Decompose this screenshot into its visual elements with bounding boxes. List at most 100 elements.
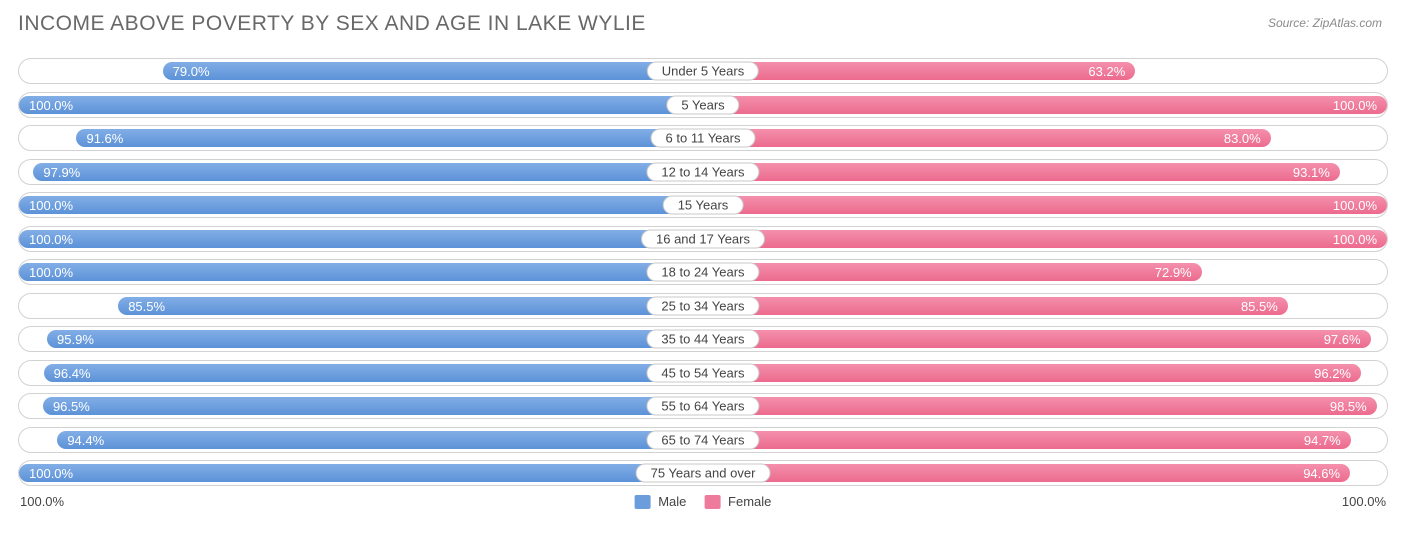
chart-row: 96.4% 96.2% 45 to 54 Years	[18, 360, 1388, 386]
male-half: 100.0%	[19, 93, 703, 117]
female-value-label: 98.5%	[1330, 397, 1367, 417]
female-half: 96.2%	[703, 361, 1387, 385]
female-value-label: 85.5%	[1241, 297, 1278, 317]
female-half: 94.6%	[703, 461, 1387, 485]
chart-row: 100.0% 72.9%18 to 24 Years	[18, 259, 1388, 285]
female-value-label: 63.2%	[1088, 62, 1125, 82]
age-label: 25 to 34 Years	[646, 296, 759, 315]
male-value-label: 96.5%	[53, 397, 90, 417]
female-value-label: 100.0%	[1333, 196, 1377, 216]
female-half: 63.2%	[703, 59, 1387, 83]
diverging-bar-chart: 79.0%63.2%Under 5 Years100.0%100.0%5 Yea…	[18, 58, 1388, 486]
axis-tick-right: 100.0%	[1342, 494, 1386, 509]
axis-tick-left: 100.0%	[20, 494, 64, 509]
chart-title: INCOME ABOVE POVERTY BY SEX AND AGE IN L…	[18, 12, 1388, 36]
male-value-label: 95.9%	[57, 330, 94, 350]
male-half: 95.9%	[19, 327, 703, 351]
male-bar: 100.0%	[19, 263, 703, 281]
male-bar: 91.6%	[76, 129, 703, 147]
age-label: 12 to 14 Years	[646, 162, 759, 181]
female-bar: 93.1%	[703, 163, 1340, 181]
male-bar: 96.5%	[43, 397, 703, 415]
female-value-label: 94.6%	[1303, 464, 1340, 484]
legend-label-female: Female	[728, 494, 771, 509]
age-label: 75 Years and over	[636, 464, 771, 483]
male-bar: 100.0%	[19, 196, 703, 214]
male-half: 79.0%	[19, 59, 703, 83]
age-label: 65 to 74 Years	[646, 430, 759, 449]
age-label: 55 to 64 Years	[646, 397, 759, 416]
male-bar: 100.0%	[19, 96, 703, 114]
female-value-label: 100.0%	[1333, 230, 1377, 250]
female-bar: 94.7%	[703, 431, 1351, 449]
legend-swatch-male	[635, 495, 651, 509]
age-label: 15 Years	[663, 196, 744, 215]
male-half: 97.9%	[19, 160, 703, 184]
male-value-label: 100.0%	[29, 230, 73, 250]
x-axis: 100.0% 100.0% Male Female	[18, 494, 1388, 514]
female-bar: 100.0%	[703, 230, 1387, 248]
male-bar: 94.4%	[57, 431, 703, 449]
chart-row: 100.0%100.0%5 Years	[18, 92, 1388, 118]
female-bar: 100.0%	[703, 196, 1387, 214]
source-attribution: Source: ZipAtlas.com	[1268, 16, 1382, 30]
chart-row: 85.5% 85.5% 25 to 34 Years	[18, 293, 1388, 319]
male-half: 100.0%	[19, 260, 703, 284]
male-half: 94.4%	[19, 428, 703, 452]
male-bar: 100.0%	[19, 230, 703, 248]
age-label: 18 to 24 Years	[646, 263, 759, 282]
male-bar: 95.9%	[47, 330, 703, 348]
chart-row: 97.9% 93.1% 12 to 14 Years	[18, 159, 1388, 185]
legend: Male Female	[635, 494, 772, 510]
female-value-label: 94.7%	[1304, 431, 1341, 451]
chart-row: 79.0% 63.2% Under 5 Years	[18, 58, 1388, 84]
male-bar: 85.5%	[118, 297, 703, 315]
age-label: Under 5 Years	[647, 62, 759, 81]
female-half: 98.5%	[703, 394, 1387, 418]
legend-item-female: Female	[704, 494, 771, 510]
female-half: 83.0%	[703, 126, 1387, 150]
female-half: 100.0%	[703, 93, 1387, 117]
female-bar: 72.9%	[703, 263, 1202, 281]
female-value-label: 96.2%	[1314, 364, 1351, 384]
male-bar: 96.4%	[44, 364, 703, 382]
age-label: 6 to 11 Years	[651, 129, 756, 148]
chart-container: INCOME ABOVE POVERTY BY SEX AND AGE IN L…	[0, 0, 1406, 559]
male-half: 100.0%	[19, 227, 703, 251]
female-half: 85.5%	[703, 294, 1387, 318]
male-value-label: 85.5%	[128, 297, 165, 317]
male-bar: 100.0%	[19, 464, 703, 482]
chart-row: 100.0% 100.0% 15 Years	[18, 192, 1388, 218]
female-bar: 94.6%	[703, 464, 1350, 482]
male-bar: 79.0%	[163, 62, 703, 80]
legend-label-male: Male	[658, 494, 686, 509]
male-half: 100.0%	[19, 193, 703, 217]
age-label: 45 to 54 Years	[646, 363, 759, 382]
chart-row: 95.9% 97.6% 35 to 44 Years	[18, 326, 1388, 352]
legend-swatch-female	[704, 495, 720, 509]
female-half: 72.9%	[703, 260, 1387, 284]
male-half: 96.5%	[19, 394, 703, 418]
male-value-label: 100.0%	[29, 196, 73, 216]
male-bar: 97.9%	[33, 163, 703, 181]
female-value-label: 100.0%	[1333, 96, 1377, 116]
male-value-label: 91.6%	[86, 129, 123, 149]
male-value-label: 100.0%	[29, 263, 73, 283]
male-value-label: 97.9%	[43, 163, 80, 183]
female-bar: 98.5%	[703, 397, 1377, 415]
female-value-label: 83.0%	[1224, 129, 1261, 149]
female-half: 100.0%	[703, 193, 1387, 217]
female-value-label: 93.1%	[1293, 163, 1330, 183]
male-value-label: 100.0%	[29, 464, 73, 484]
female-half: 93.1%	[703, 160, 1387, 184]
female-half: 100.0%	[703, 227, 1387, 251]
female-bar: 96.2%	[703, 364, 1361, 382]
age-label: 5 Years	[666, 95, 739, 114]
female-value-label: 97.6%	[1324, 330, 1361, 350]
age-label: 35 to 44 Years	[646, 330, 759, 349]
age-label: 16 and 17 Years	[641, 229, 765, 248]
chart-row: 100.0% 94.6% 75 Years and over	[18, 460, 1388, 486]
male-value-label: 94.4%	[67, 431, 104, 451]
chart-row: 94.4% 94.7% 65 to 74 Years	[18, 427, 1388, 453]
male-half: 91.6%	[19, 126, 703, 150]
